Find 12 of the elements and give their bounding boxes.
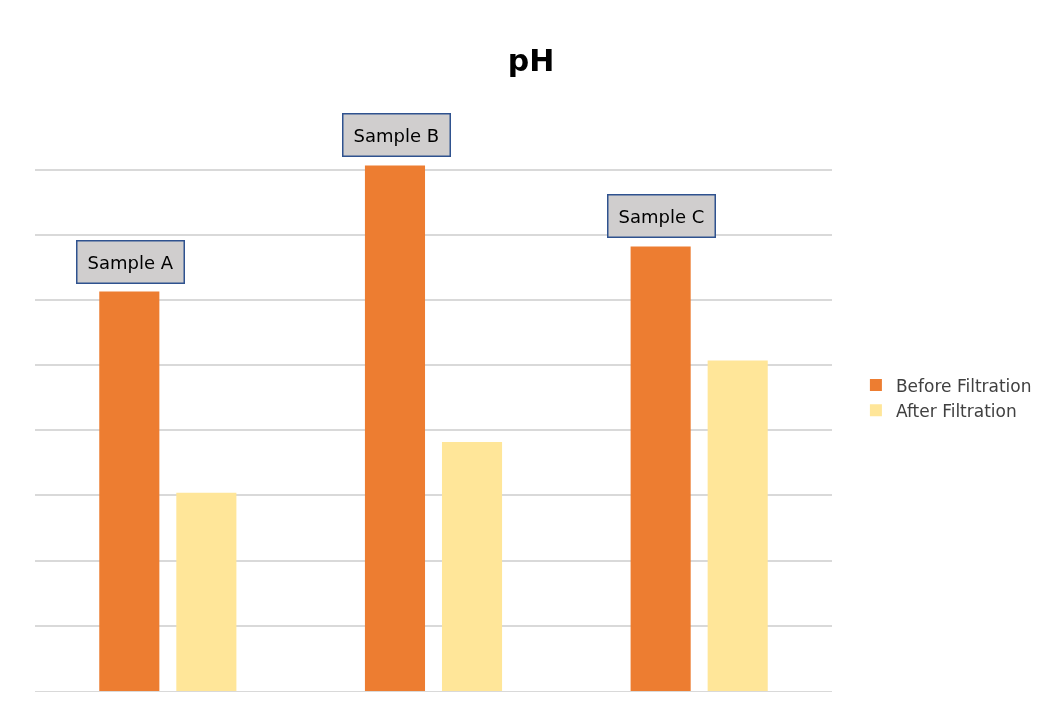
legend-label: After Filtration <box>895 400 1017 421</box>
legend-label: Before Filtration <box>895 375 1032 396</box>
bar <box>441 441 503 691</box>
bar <box>176 492 237 691</box>
bar <box>707 360 768 691</box>
chart-title: pH <box>507 42 555 78</box>
x-tick-label: Sample C <box>618 205 705 227</box>
bar <box>364 165 426 691</box>
x-tick-label: Sample B <box>353 124 440 146</box>
x-tick-label: Sample A <box>87 251 174 273</box>
bar <box>630 246 691 691</box>
bar <box>99 291 160 691</box>
